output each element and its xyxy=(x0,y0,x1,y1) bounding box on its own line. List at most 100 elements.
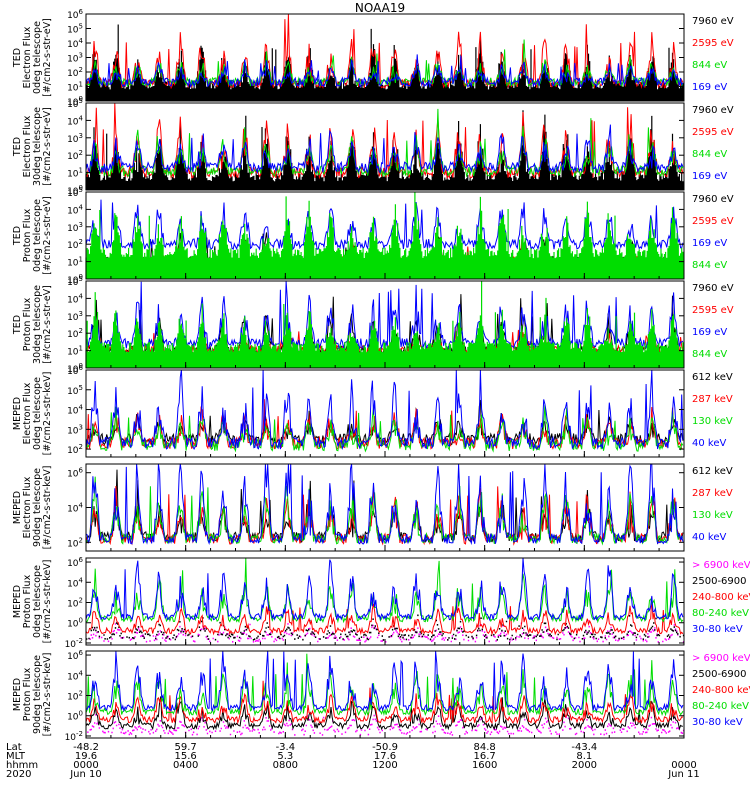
legend-entry: 2595 eV xyxy=(692,216,734,227)
y-ticks: 100 101 102 103 104 105 xyxy=(67,186,684,286)
y-axis-label: TED xyxy=(12,137,23,157)
series-line xyxy=(85,596,684,636)
series-line xyxy=(85,653,684,717)
y-axis-label: [#/cm2-s-str-eV] xyxy=(42,107,53,186)
y-axis-label: 90deg telescope xyxy=(32,468,43,547)
x-tick-label: 19.6 xyxy=(75,751,97,762)
y-axis-label: [#/cm2-s-str-keV] xyxy=(42,466,53,550)
panel-frame xyxy=(85,650,685,739)
y-axis-label: 0deg telescope xyxy=(32,21,43,94)
legend-entry: > 6900 keV xyxy=(692,560,750,571)
series-line xyxy=(87,709,685,736)
y-tick-label: 106 xyxy=(67,556,83,569)
series-line xyxy=(85,369,684,451)
legend-entry: 2500-6900 xyxy=(692,576,747,587)
legend-entry: 287 keV xyxy=(692,488,733,499)
y-axis-label: Proton Flux xyxy=(22,667,33,721)
y-tick-label: 100 xyxy=(67,273,83,286)
legend-entry: 169 eV xyxy=(692,171,727,182)
y-tick-label: 106 xyxy=(67,649,83,662)
panel-7: > 6900 keV 2500-6900 240-800 keV 80-240 keV… xyxy=(12,556,750,650)
y-tick-label: 102 xyxy=(67,327,83,340)
legend-entry: 7960 eV xyxy=(692,283,734,294)
x-tick-label: -50.9 xyxy=(372,742,398,753)
y-tick-label: 103 xyxy=(67,423,83,436)
y-tick-label: 100 xyxy=(67,617,83,630)
x-tick-label: -43.4 xyxy=(571,742,597,753)
y-tick-label: 103 xyxy=(67,52,83,65)
series-line xyxy=(85,54,684,88)
series-line xyxy=(85,192,684,279)
y-tick-label: 106 xyxy=(67,8,83,21)
y-tick-label: 103 xyxy=(67,221,83,234)
legend-entry: 80-240 keV xyxy=(692,608,749,619)
y-tick-label: 100 xyxy=(67,184,83,197)
y-axis-label: Electron Flux xyxy=(22,382,33,444)
legend-entry: 240-800 keV xyxy=(692,592,750,603)
y-axis-label: MEPED xyxy=(12,397,23,430)
y-ticks: 100 101 102 103 104 105 xyxy=(67,97,684,197)
x-tick-label: 2000 xyxy=(572,760,597,771)
series-7-3 xyxy=(85,596,684,636)
x-tick-label: 59.7 xyxy=(175,742,197,753)
legend-entry: 2595 eV xyxy=(692,38,734,49)
legend-entry: 844 eV xyxy=(692,60,727,71)
y-tick-label: 103 xyxy=(67,132,83,145)
series-line xyxy=(85,124,684,175)
y-tick-label: 104 xyxy=(67,292,83,305)
series-3-3 xyxy=(85,199,684,252)
y-tick-label: 100 xyxy=(67,362,83,375)
series-1-1 xyxy=(85,24,684,101)
y-tick-label: 100 xyxy=(67,95,83,108)
y-axis-label: Proton Flux xyxy=(22,574,33,628)
x-tick-label: 16.7 xyxy=(474,751,496,762)
y-tick-label: 10-2 xyxy=(65,637,83,650)
series-8-3 xyxy=(85,680,683,725)
legend-entry: > 6900 keV xyxy=(692,653,750,664)
legend-entry: 2595 eV xyxy=(692,127,734,138)
panel-frame xyxy=(85,557,685,646)
y-axis-label: Electron Flux xyxy=(22,476,33,538)
y-axis-label: TED xyxy=(12,48,23,68)
series-line xyxy=(85,680,683,725)
legend-entry: 2500-6900 xyxy=(692,669,747,680)
legend-entry: 7960 eV xyxy=(692,16,734,27)
y-tick-label: 104 xyxy=(67,576,83,589)
legend-entry: 40 keV xyxy=(692,532,726,543)
y-tick-label: 106 xyxy=(67,364,83,377)
series-4-3 xyxy=(85,280,684,350)
y-axis-label: [#/cm2-s-str-keV] xyxy=(42,653,53,737)
y-tick-label: 102 xyxy=(67,690,83,703)
series-8-5 xyxy=(85,650,684,713)
x-tick-label: 0400 xyxy=(173,760,198,771)
legend-entry: 169 eV xyxy=(692,82,727,93)
legend-entry: 30-80 keV xyxy=(692,717,743,728)
y-axis-label: [#/cm2-s-str-keV] xyxy=(42,560,53,644)
x-tick-label: 84.8 xyxy=(474,742,496,753)
y-tick-label: 102 xyxy=(67,443,83,456)
y-tick-label: 103 xyxy=(67,310,83,323)
y-tick-label: 102 xyxy=(67,66,83,79)
y-tick-label: 104 xyxy=(67,502,83,515)
x-tick-label: 5.3 xyxy=(277,751,293,762)
panel-6: 612 keV 287 keV 130 keV 40 keV 102 104 106 MEPE… xyxy=(12,463,733,552)
y-tick-label: 101 xyxy=(67,167,83,180)
series-5-4 xyxy=(85,369,684,451)
panel-8: > 6900 keV 2500-6900 240-800 keV 80-240 keV… xyxy=(12,649,750,743)
x-tick-label: 15.6 xyxy=(175,751,197,762)
series-8-2 xyxy=(85,696,683,731)
y-tick-label: 106 xyxy=(67,467,83,480)
legend-entry: 40 keV xyxy=(692,438,726,449)
y-tick-label: 105 xyxy=(67,384,83,397)
x-tick-label: Jun 10 xyxy=(69,769,102,780)
y-tick-label: 101 xyxy=(67,256,83,269)
y-tick-label: 10-2 xyxy=(65,730,83,743)
legend-entry: 130 keV xyxy=(692,416,733,427)
